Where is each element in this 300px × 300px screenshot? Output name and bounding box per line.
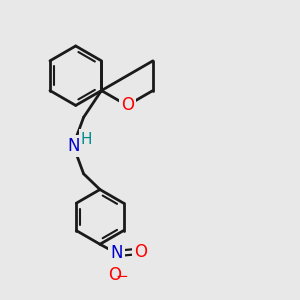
- Text: H: H: [81, 131, 92, 146]
- Text: N: N: [67, 136, 80, 154]
- Text: N: N: [110, 244, 122, 262]
- Text: O: O: [108, 266, 121, 284]
- Text: −: −: [116, 269, 129, 284]
- Text: O: O: [121, 96, 134, 114]
- Text: O: O: [134, 243, 147, 261]
